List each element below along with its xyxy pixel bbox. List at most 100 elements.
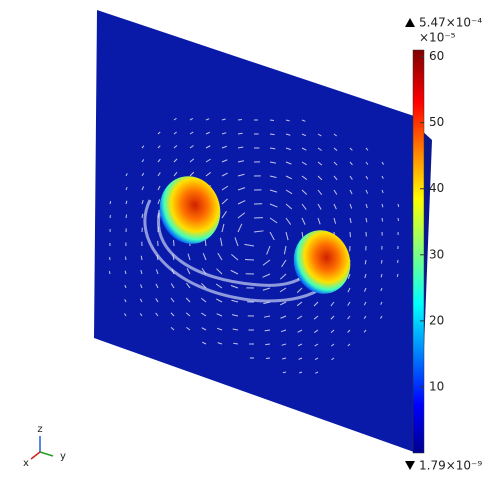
arrow [215, 283, 223, 289]
arrow [216, 313, 223, 317]
arrow [314, 357, 319, 361]
arrow [317, 147, 322, 151]
arrow [189, 171, 195, 177]
arrow [187, 253, 191, 261]
arrow [317, 203, 322, 210]
arrow [231, 299, 239, 303]
tick-label: 20 [429, 313, 444, 327]
arrow [333, 189, 338, 195]
arrow [230, 285, 239, 289]
arrow [170, 326, 175, 331]
slice-plane [94, 10, 420, 452]
min-marker [405, 461, 415, 470]
arrow [269, 161, 277, 164]
arrow [317, 175, 323, 181]
arrow-field [108, 117, 400, 374]
arrow [314, 329, 319, 333]
arrow [155, 283, 159, 289]
arrow [205, 145, 211, 149]
arrow [221, 118, 226, 121]
arrow [301, 147, 307, 151]
arrow [124, 284, 127, 289]
arrow [155, 298, 159, 303]
arrow [141, 186, 145, 191]
arrow [125, 200, 128, 205]
arrow [301, 189, 308, 195]
arrow [397, 203, 400, 208]
min-label: 1.79×10⁻⁹ [419, 459, 482, 473]
arrow [217, 342, 223, 345]
arrow [349, 147, 353, 151]
arrow [380, 259, 383, 264]
arrow [189, 118, 194, 121]
tick-label: 50 [429, 115, 444, 129]
arrow [233, 342, 239, 345]
arrow [205, 118, 210, 121]
arrow [363, 315, 367, 319]
arrow [205, 131, 210, 135]
arrow [333, 175, 338, 181]
arrow [285, 133, 291, 136]
arrow [349, 189, 353, 195]
arrow [297, 315, 303, 320]
arrow [157, 172, 161, 177]
arrow [364, 273, 367, 279]
arrow [237, 160, 244, 163]
arrow [221, 211, 227, 219]
arrow [141, 172, 145, 177]
arrow [380, 315, 383, 319]
arrow [363, 287, 367, 292]
arrow [170, 312, 175, 317]
scale-label: ×10⁻⁵ [419, 31, 456, 45]
arrow [297, 329, 303, 333]
arrow [189, 145, 194, 149]
arrow [170, 283, 175, 289]
arrow [317, 133, 322, 137]
arrow [381, 189, 384, 194]
arrow [333, 161, 338, 166]
arrow [221, 198, 228, 205]
arrow [269, 189, 278, 193]
arrow [283, 245, 287, 255]
arrow [380, 273, 383, 278]
arrow [173, 117, 177, 121]
arrow [349, 217, 352, 224]
colorbar [412, 49, 425, 454]
arrow [365, 203, 368, 209]
arrow [301, 217, 306, 225]
arrow [140, 284, 143, 289]
arrow [266, 245, 271, 255]
arrow [141, 213, 144, 219]
arrow [330, 343, 335, 347]
arrow [201, 327, 207, 331]
arrow [173, 131, 177, 135]
arrow [186, 282, 191, 289]
arrow [234, 237, 239, 247]
arrow [301, 175, 308, 180]
arrow [189, 158, 195, 163]
arrow [381, 217, 384, 222]
arrow [279, 301, 287, 306]
arrow [186, 326, 191, 331]
max-marker [405, 18, 415, 27]
colorbar-ticks: 10 20 30 40 50 60 [420, 49, 444, 393]
arrow [349, 203, 353, 209]
arrow [330, 301, 335, 307]
arrow [185, 312, 191, 317]
arrow [216, 298, 223, 303]
arrow [333, 217, 337, 224]
arrow [396, 273, 399, 278]
arrow [365, 161, 369, 165]
arrow [205, 158, 211, 163]
arrow [264, 329, 271, 332]
arrow [330, 315, 335, 320]
arrow [231, 314, 239, 317]
arrow [333, 203, 337, 210]
arrow [317, 161, 323, 166]
arrow [365, 217, 368, 223]
arrow [301, 161, 307, 166]
arrow [347, 329, 351, 333]
arrow [201, 341, 207, 345]
arrow [237, 132, 243, 135]
